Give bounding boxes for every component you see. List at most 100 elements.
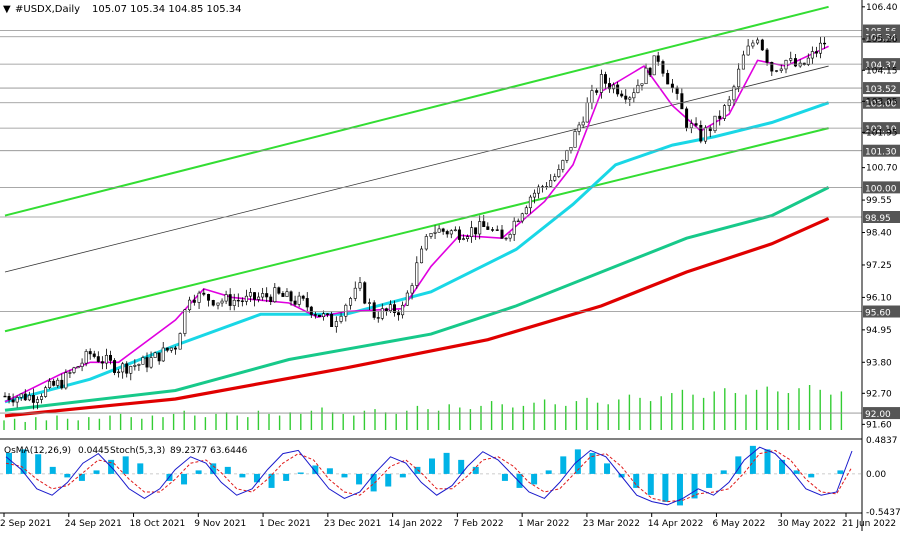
candle-body — [56, 379, 60, 386]
osma-bar — [35, 454, 42, 474]
osma-bar — [64, 473, 71, 478]
candle-body — [305, 298, 309, 308]
candle-body — [461, 238, 465, 240]
candle-body — [565, 149, 569, 161]
candle-body — [433, 231, 437, 234]
candle-body — [384, 308, 388, 312]
candle-body — [339, 315, 343, 322]
date-tick-label: 30 May 2022 — [777, 519, 836, 529]
candle-body — [751, 42, 755, 47]
candle-body — [410, 285, 414, 294]
osma-bar — [122, 456, 129, 474]
candle-body — [512, 220, 516, 235]
candle-body — [321, 313, 325, 318]
candle-body — [60, 379, 64, 389]
osma-bar — [341, 473, 348, 478]
candle-body — [656, 55, 660, 62]
osma-bar — [706, 473, 713, 488]
candle-body — [11, 399, 15, 403]
candle-body — [178, 333, 182, 350]
candle-body — [358, 282, 362, 289]
candle-body — [516, 220, 520, 223]
candle-body — [7, 395, 11, 401]
candle-body — [713, 115, 717, 132]
candle-body — [169, 347, 173, 351]
candle-body — [640, 83, 644, 86]
candle-body — [449, 230, 453, 235]
ma-red-line — [4, 216, 830, 418]
candle-body — [612, 84, 616, 90]
candle-body — [244, 295, 248, 302]
osma-bar — [764, 449, 771, 474]
candle-body — [789, 58, 793, 61]
candle-body — [793, 58, 797, 67]
candle-body — [289, 291, 293, 302]
candle-body — [88, 351, 92, 355]
ma-cyan-line — [4, 101, 830, 404]
candle-body — [240, 300, 244, 302]
osma-bar — [531, 473, 538, 485]
level-label: 105.34 — [865, 34, 897, 44]
candle-body — [746, 45, 750, 56]
candle-body — [765, 49, 769, 63]
candle-body — [380, 308, 384, 319]
level-label: 102.10 — [865, 125, 897, 135]
candle-body — [441, 228, 445, 232]
osma-bar — [720, 470, 727, 474]
candle-body — [224, 294, 228, 302]
osc-tick-label: 0.00 — [866, 470, 886, 480]
candle-body — [117, 371, 121, 374]
osma-bar — [560, 456, 567, 474]
osma-bar — [589, 452, 596, 474]
candle-body — [666, 73, 670, 85]
candle-body — [603, 74, 607, 84]
candle-body — [372, 302, 376, 318]
osma-bar — [239, 473, 246, 478]
candle-body — [694, 123, 698, 126]
candle-body — [23, 393, 27, 401]
level-label: 100.00 — [865, 184, 897, 194]
date-tick-label: 21 Jun 2022 — [842, 519, 896, 529]
candle-body — [599, 74, 603, 93]
stoch-signal-line — [5, 449, 853, 503]
candle-body — [590, 90, 594, 104]
candle-body — [732, 86, 736, 101]
collapse-arrow-icon[interactable]: ▼ — [3, 4, 11, 15]
ohlc-values: 105.07 105.34 104.85 105.34 — [92, 4, 242, 15]
candle-body — [330, 314, 334, 327]
candle-body — [722, 105, 726, 119]
osma-bar — [181, 473, 188, 485]
level-label-bg — [863, 305, 900, 318]
candle-body — [779, 68, 783, 71]
candle-body — [457, 229, 461, 240]
osma-bar — [662, 473, 669, 502]
price-tick-label: 98.40 — [866, 229, 892, 239]
osma-bar — [370, 473, 377, 492]
candle-body — [718, 115, 722, 119]
candle-body — [420, 248, 424, 264]
candle-body — [524, 207, 528, 215]
price-tick-label: 106.40 — [866, 3, 898, 13]
candle-body — [149, 357, 153, 368]
price-tick-label: 105.26 — [866, 35, 898, 45]
candle-body — [72, 367, 76, 373]
level-label-bg — [863, 82, 900, 95]
candle-body — [581, 121, 585, 126]
date-tick-label: 7 Feb 2022 — [453, 519, 503, 529]
candle-body — [495, 229, 499, 231]
candle-body — [309, 306, 313, 315]
candle-body — [504, 237, 508, 240]
candle-body — [228, 294, 232, 306]
candle-body — [84, 351, 88, 364]
candle-body — [453, 229, 457, 232]
osma-bar — [399, 473, 406, 478]
price-tick-label: 94.95 — [866, 326, 892, 336]
candle-body — [100, 361, 104, 364]
candle-body — [532, 192, 536, 198]
candle-body — [818, 42, 822, 54]
candle-body — [470, 227, 474, 238]
osma-bar — [312, 465, 319, 474]
candle-body — [557, 169, 561, 177]
